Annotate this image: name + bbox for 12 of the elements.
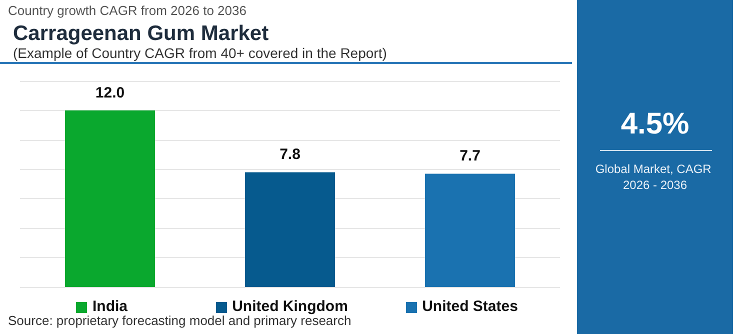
x-tick-label: India <box>92 298 128 315</box>
text: Country growth CAGR from 2026 to 2036 <box>8 3 246 18</box>
text: 4.5% <box>620 108 690 140</box>
chart-subtitle: (Example of Country CAGR from 40+ covered in the Report) <box>13 45 387 61</box>
x-tick-label: United Kingdom <box>232 298 348 315</box>
data-label: 12.0 <box>95 84 125 102</box>
data-label: 7.7 <box>460 148 480 165</box>
x-tick-label: United States <box>422 298 518 315</box>
source-note: Source: proprietary forecasting model and primary research <box>8 313 352 328</box>
chart-title: Carrageenan Gum Market <box>13 22 269 45</box>
data-label: 7.8 <box>280 146 300 164</box>
text: Global Market, CAGR 2026 - 2036 <box>595 162 715 192</box>
